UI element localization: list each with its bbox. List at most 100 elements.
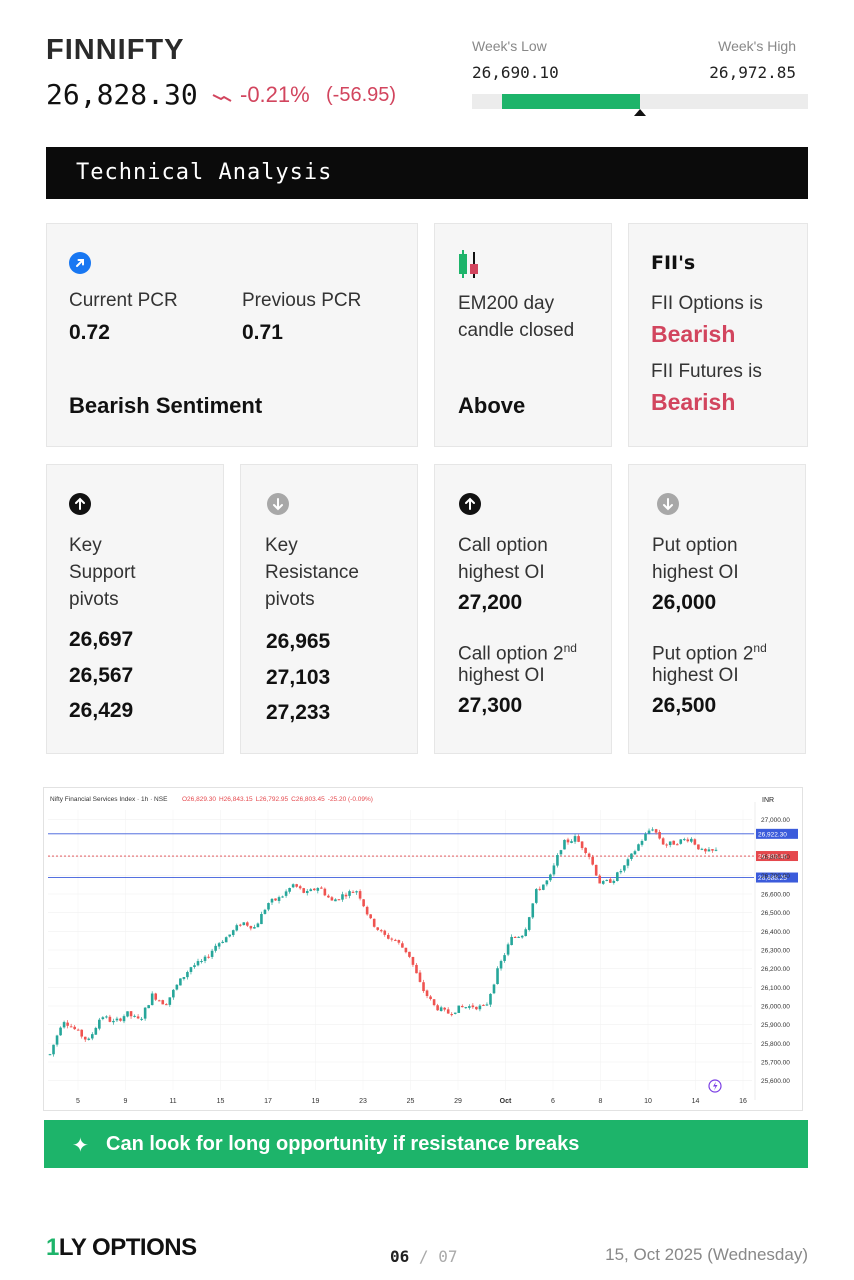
- candle-body: [679, 839, 683, 844]
- x-tick-label: 6: [551, 1098, 555, 1105]
- candle-body: [651, 829, 654, 831]
- ema-value: Above: [458, 393, 526, 418]
- y-tick-label: 25,900.00: [761, 1022, 790, 1029]
- candle-body: [369, 914, 372, 919]
- candle-body: [48, 1054, 52, 1056]
- candle-body: [330, 897, 334, 901]
- candle-body: [105, 1016, 108, 1018]
- x-tick-label: 11: [169, 1098, 176, 1105]
- call-oi-highest-value: 27,200: [458, 591, 523, 614]
- chart-title: Nifty Financial Services Index · 1h · NS…: [50, 796, 168, 803]
- week-low-label: Week's Low: [472, 38, 547, 54]
- call-option-card: Call option highest OI 27,200 Call optio…: [434, 464, 612, 754]
- candle-body: [224, 937, 228, 943]
- candle-body: [260, 913, 263, 925]
- candle-body: [62, 1022, 66, 1028]
- candle-body: [274, 898, 277, 901]
- y-tick-label: 26,300.00: [761, 948, 790, 955]
- candle-body: [284, 891, 288, 896]
- candle-body: [411, 956, 415, 965]
- candle-body: [164, 1004, 168, 1006]
- candle-body: [238, 924, 242, 926]
- candle-body: [175, 984, 179, 990]
- candle-body: [394, 939, 397, 941]
- candle-body: [351, 891, 355, 893]
- y-tick-label: 26,200.00: [761, 966, 790, 973]
- x-tick-label: 8: [599, 1098, 603, 1105]
- call-oi-2nd-value: 27,300: [458, 694, 523, 717]
- support-pivot-1: 26,697: [69, 628, 134, 651]
- candle-body: [566, 839, 570, 843]
- candle-body: [439, 1007, 443, 1012]
- candle-body: [203, 956, 207, 961]
- candle-body: [196, 961, 200, 966]
- candle-body: [577, 836, 580, 842]
- y-tick-label: 25,700.00: [761, 1060, 790, 1067]
- candle-body: [517, 936, 520, 938]
- price-chart[interactable]: 26,922.30 26,803.45 26,688.25 27,000.00 26,…: [43, 787, 803, 1111]
- week-low-value: 26,690.10: [472, 63, 559, 82]
- arrow-up-right-icon: [69, 252, 91, 274]
- x-tick-label: Oct: [500, 1098, 512, 1105]
- candle-body: [302, 888, 306, 893]
- candle-body: [179, 978, 182, 986]
- candle-body: [90, 1034, 94, 1039]
- y-tick-label: 27,000.00: [761, 817, 790, 824]
- candlestick-chart-svg[interactable]: 26,922.30 26,803.45 26,688.25 27,000.00 26,…: [44, 788, 804, 1112]
- change-absolute: (-56.95): [326, 84, 397, 106]
- arrow-up-icon: [459, 493, 481, 515]
- x-tick-label: 25: [407, 1098, 415, 1105]
- candle-body: [126, 1011, 129, 1017]
- candle-body: [482, 1004, 485, 1006]
- candle-body: [432, 999, 436, 1006]
- candle-body: [147, 1005, 150, 1009]
- candle-body: [242, 922, 246, 926]
- candle-body: [675, 844, 679, 846]
- candle-body: [418, 972, 422, 982]
- put-oi-2nd-label-line1: Put option 2nd: [652, 641, 767, 665]
- candle-body: [344, 894, 348, 897]
- candle-body: [429, 996, 432, 1000]
- candle-body: [506, 944, 510, 955]
- candle-body: [468, 1006, 471, 1008]
- footer-date: 15, Oct 2025 (Wednesday): [605, 1245, 808, 1264]
- support-label-line2: Support: [69, 562, 136, 583]
- fii-options-value: Bearish: [651, 321, 736, 347]
- candle-body: [140, 1018, 143, 1020]
- candle-body: [637, 844, 640, 851]
- price-level-badge: [756, 872, 798, 883]
- candle-body: [450, 1014, 454, 1016]
- lightning-icon[interactable]: [708, 1079, 722, 1093]
- chart-currency: INR: [762, 797, 774, 804]
- candle-body: [52, 1044, 55, 1055]
- candle-body: [295, 884, 298, 887]
- candle-body: [383, 930, 387, 935]
- arrow-down-icon: [267, 493, 289, 515]
- candle-body: [76, 1029, 80, 1031]
- candle-body: [277, 897, 281, 901]
- candle-body: [341, 894, 344, 900]
- candle-body: [531, 903, 535, 918]
- candle-body: [538, 888, 542, 890]
- candle-body: [556, 855, 559, 866]
- y-tick-label: 26,500.00: [761, 910, 790, 917]
- candle-body: [305, 891, 309, 894]
- y-tick-label: 25,600.00: [761, 1078, 790, 1085]
- candle-body: [443, 1007, 446, 1010]
- candle-body: [446, 1009, 450, 1014]
- x-tick-label: 16: [739, 1098, 747, 1105]
- y-tick-label: 26,100.00: [761, 985, 790, 992]
- candle-body: [478, 1005, 482, 1010]
- candle-body: [372, 918, 376, 927]
- week-range-bar: [472, 94, 808, 116]
- candle-body: [267, 903, 270, 910]
- support-label-line3: pivots: [69, 589, 119, 610]
- current-pcr-value: 0.72: [69, 321, 110, 344]
- candle-body: [584, 847, 587, 854]
- candle-body: [570, 841, 573, 843]
- candle-body: [348, 891, 351, 896]
- candle-body: [186, 972, 189, 978]
- candle-body: [700, 848, 704, 850]
- candle-body: [661, 838, 665, 845]
- candle-body: [460, 1005, 464, 1008]
